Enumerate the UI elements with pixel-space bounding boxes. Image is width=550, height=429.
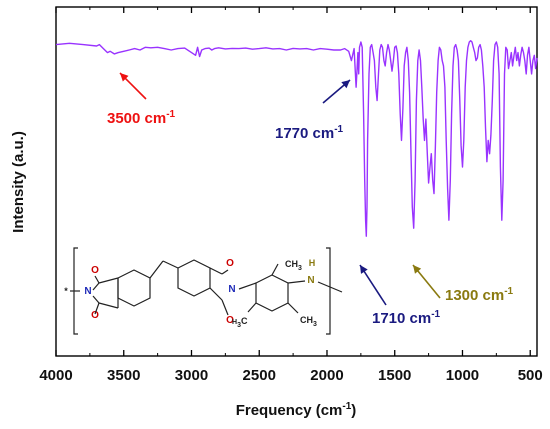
nitrogen-atom: N — [84, 286, 91, 297]
polymer-bracket-right — [326, 247, 331, 335]
methyl-label: CH3 — [285, 259, 302, 272]
benzene-ring-right — [255, 274, 289, 312]
bond — [287, 302, 299, 314]
bond — [98, 277, 119, 284]
methyl-label: H3C — [232, 316, 248, 329]
x-tick-label: 500 — [518, 367, 543, 384]
bond — [94, 302, 100, 315]
bond — [209, 267, 223, 275]
benzene-ring-left — [117, 269, 151, 307]
plot-frame — [55, 6, 538, 357]
nitrogen-atom: N — [228, 284, 235, 295]
x-axis-title: Frequency (cm-1) — [236, 401, 357, 419]
bond — [247, 302, 257, 313]
benzene-ring-middle — [177, 259, 211, 297]
x-tick-label: 4000 — [39, 367, 72, 384]
chain-end-star: * — [64, 286, 68, 296]
bond — [221, 269, 229, 275]
bond — [238, 282, 257, 290]
spectrum-series-line — [55, 40, 538, 237]
bond — [149, 260, 164, 279]
annotation-3500: 3500 cm-1 — [107, 109, 176, 127]
x-tick-label: 1000 — [446, 367, 479, 384]
arrow-1770-head — [341, 80, 350, 89]
annotation-1770: 1770 cm-1 — [275, 124, 344, 142]
axis-titles: Frequency (cm-1) Intensity (a.u.) — [10, 131, 356, 419]
bond — [162, 260, 179, 269]
bond — [94, 275, 100, 284]
arrow-3500-head — [120, 73, 129, 82]
oxygen-atom: O — [91, 265, 99, 276]
annotation-1710: 1710 cm-1 — [372, 309, 441, 327]
x-tick-label: 3000 — [175, 367, 208, 384]
bond — [209, 287, 223, 301]
bond — [271, 263, 279, 276]
x-tick-label: 1500 — [378, 367, 411, 384]
arrow-1300-head — [413, 265, 422, 274]
oxygen-atom: O — [91, 310, 99, 321]
amine-nitrogen: N — [307, 275, 314, 286]
y-axis-title: Intensity (a.u.) — [10, 131, 27, 233]
bond — [98, 302, 119, 309]
bond — [317, 281, 343, 293]
bond — [92, 282, 100, 291]
series-layer — [55, 40, 538, 237]
oxygen-atom: O — [226, 315, 234, 326]
oxygen-atom: O — [226, 258, 234, 269]
annotation-1300: 1300 cm-1 — [445, 286, 514, 304]
x-axis-ticks: 4000 3500 3000 2500 2000 1500 1000 500 — [39, 7, 543, 384]
x-tick-label: 3500 — [107, 367, 140, 384]
arrow-1710-head — [360, 265, 368, 274]
x-tick-label: 2000 — [310, 367, 343, 384]
methyl-label: CH3 — [300, 315, 317, 328]
bond — [221, 299, 229, 316]
bond — [287, 280, 306, 284]
amine-hydrogen: H — [309, 258, 316, 268]
x-tick-label: 2500 — [243, 367, 276, 384]
plot-area-border — [55, 6, 538, 357]
bond — [92, 295, 100, 304]
